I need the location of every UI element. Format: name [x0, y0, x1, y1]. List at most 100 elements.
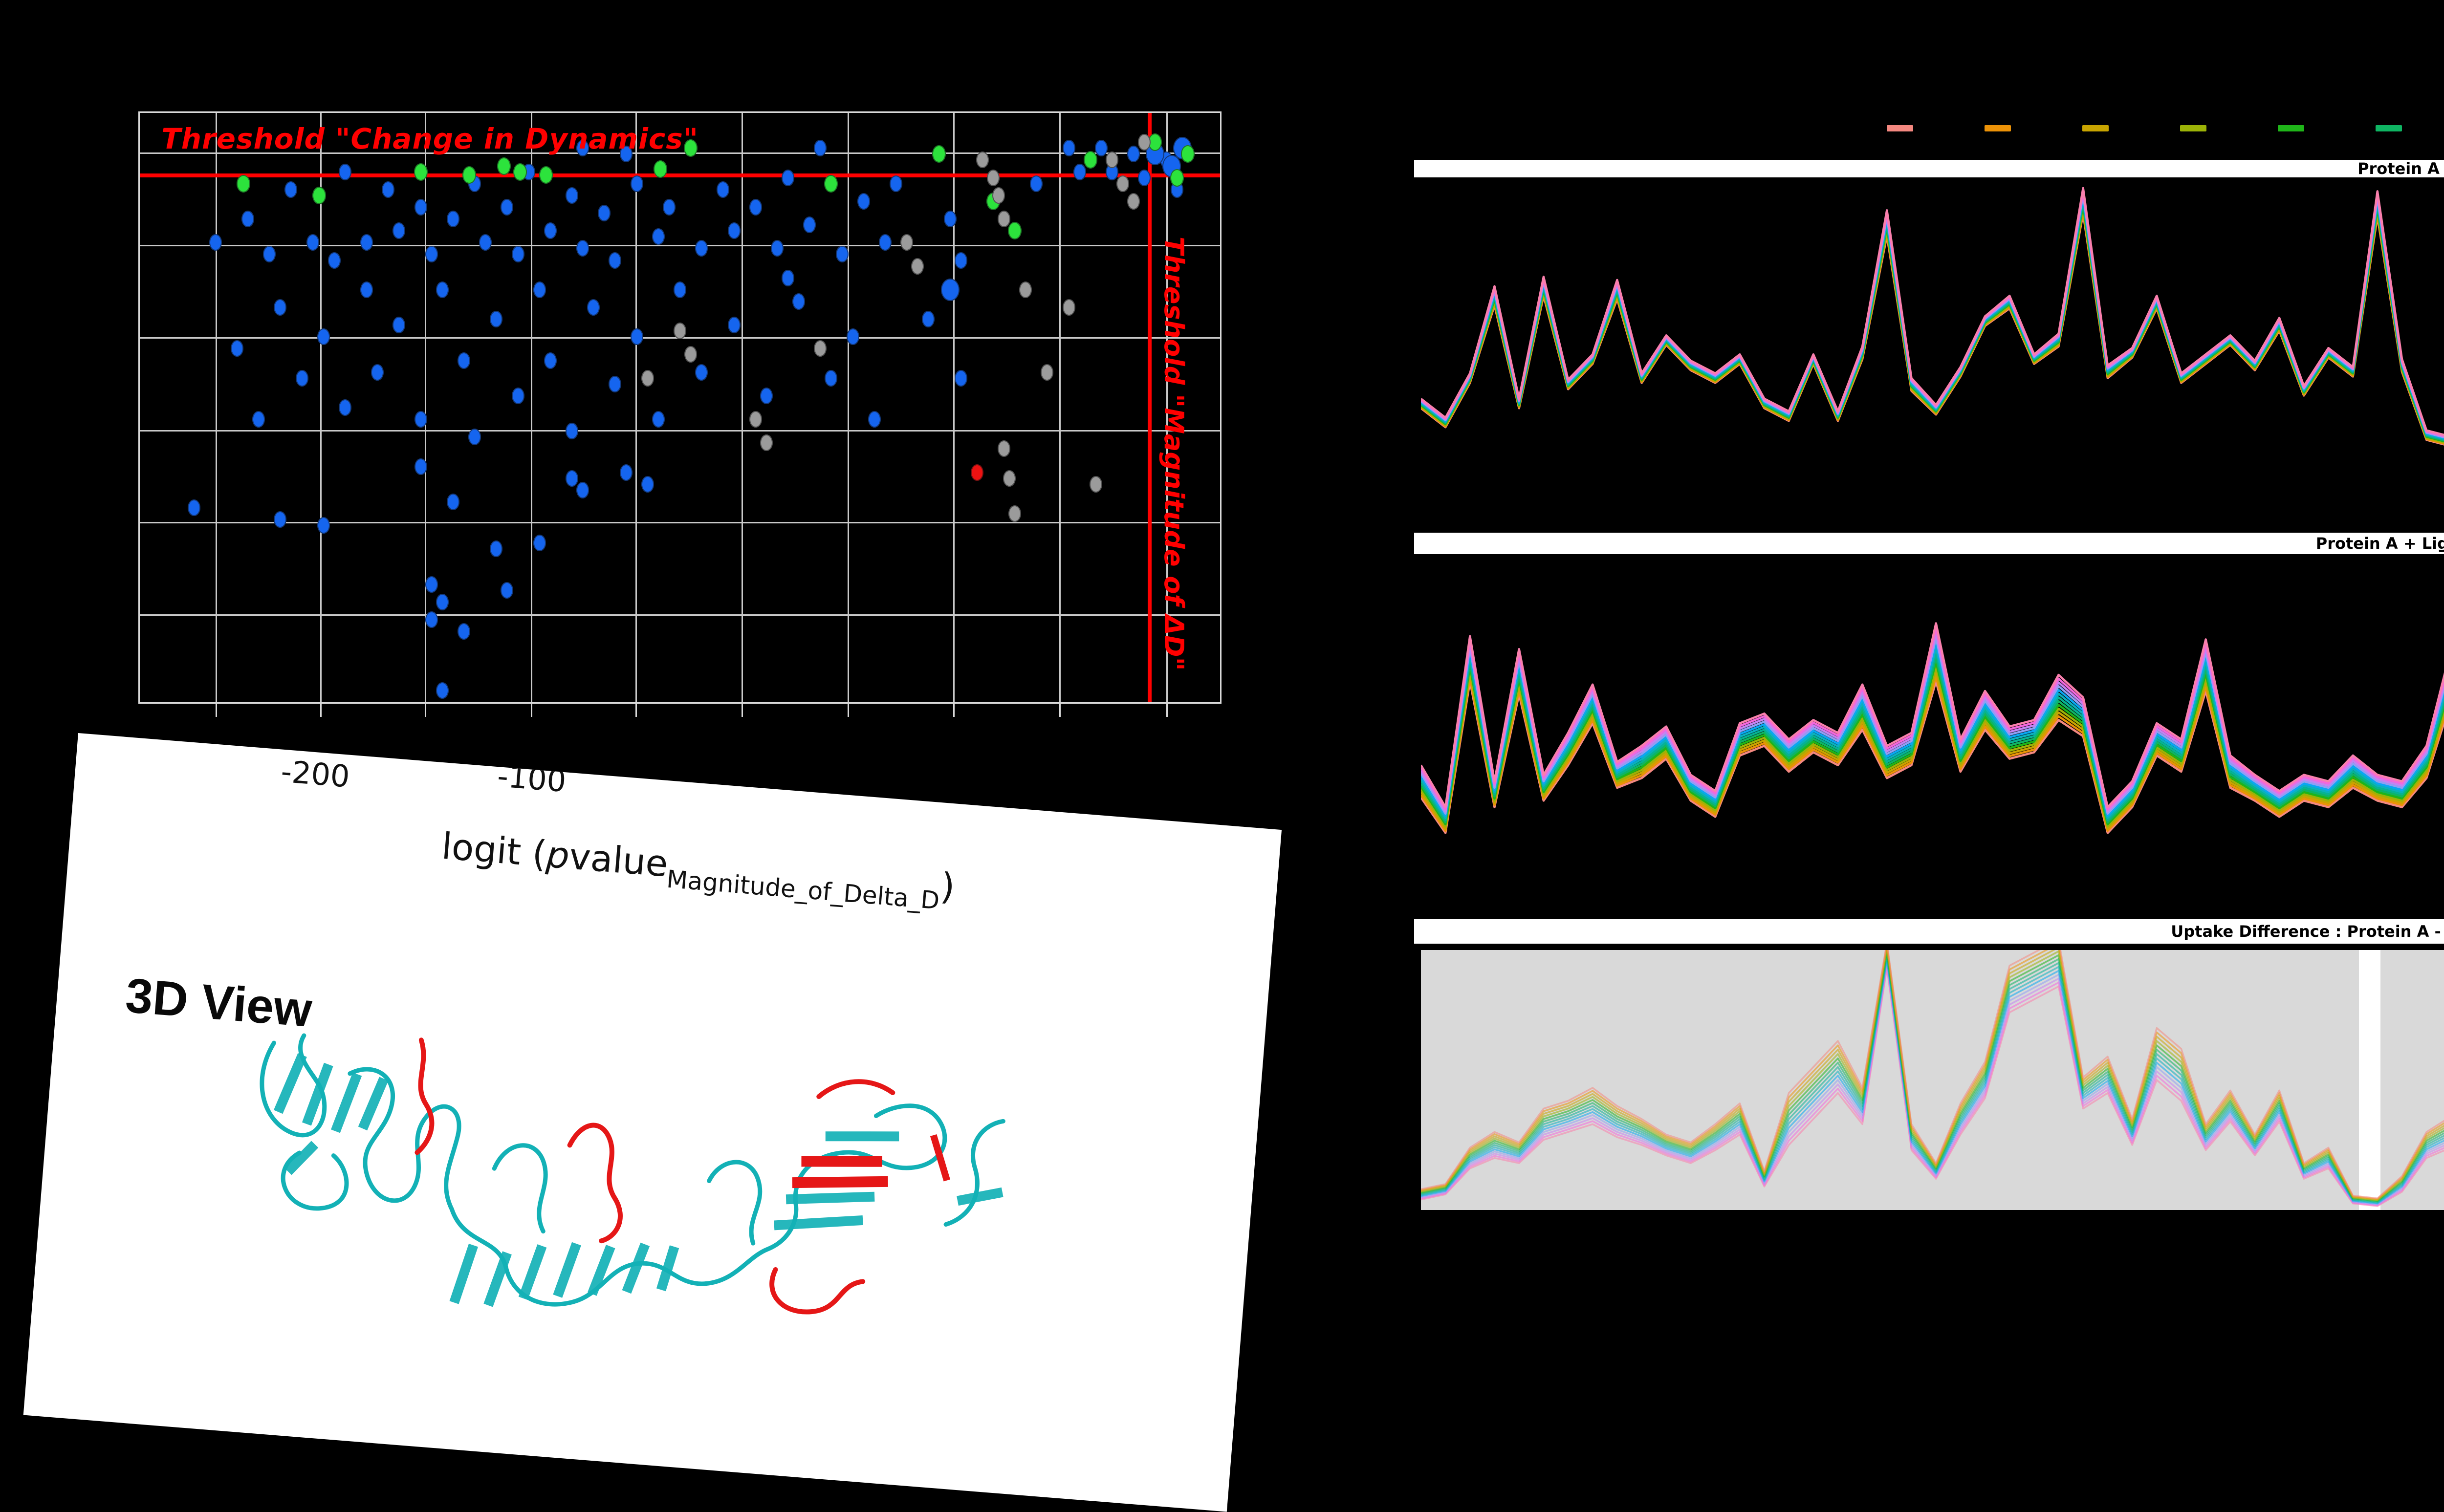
peptide-point-peptides_gray[interactable]: [760, 434, 773, 452]
peptide-point-peptides_blue[interactable]: [252, 411, 265, 428]
peptide-point-peptides_gray[interactable]: [900, 234, 914, 251]
peptide-point-peptides_gray[interactable]: [684, 346, 698, 363]
peptide-point-peptides_green[interactable]: [539, 166, 553, 184]
peptide-point-peptides_blue[interactable]: [274, 299, 287, 316]
uptake-chart-protein-a[interactable]: [1421, 182, 2444, 498]
peptide-point-peptides_blue[interactable]: [641, 475, 654, 493]
peptide-point-peptides_blue[interactable]: [436, 682, 449, 699]
peptide-point-peptides_blue[interactable]: [922, 311, 935, 328]
peptide-point-peptides_green[interactable]: [824, 174, 838, 193]
peptide-point-peptides_blue[interactable]: [458, 623, 470, 640]
peptide-point-peptides_blue[interactable]: [209, 234, 222, 251]
peptide-point-peptides_blue[interactable]: [652, 228, 665, 245]
legend-dash-timepoint-2[interactable]: [1985, 125, 2011, 131]
peptide-point-peptides_gray[interactable]: [674, 323, 686, 340]
peptide-point-peptides_gray[interactable]: [1003, 470, 1016, 487]
peptide-point-peptides_blue[interactable]: [533, 281, 546, 298]
peptide-point-peptides_gray[interactable]: [814, 340, 827, 357]
peptide-point-peptides_gray[interactable]: [1008, 505, 1022, 522]
peptide-point-peptides_blue[interactable]: [533, 535, 546, 552]
peptide-point-peptides_green[interactable]: [414, 163, 428, 181]
peptide-point-peptides_green[interactable]: [932, 145, 946, 163]
peptide-point-peptides_blue[interactable]: [382, 181, 395, 198]
peptide-point-peptides_blue[interactable]: [566, 187, 578, 204]
peptide-point-peptides_blue[interactable]: [338, 163, 351, 180]
peptide-point-peptides_green[interactable]: [312, 186, 326, 204]
peptide-point-peptides_blue[interactable]: [576, 481, 589, 498]
peptide-point-peptides_blue[interactable]: [1127, 146, 1140, 163]
peptide-point-peptides_red[interactable]: [970, 464, 983, 481]
peptide-point-peptides_blue[interactable]: [695, 364, 708, 381]
peptide-point-peptides_gray[interactable]: [749, 411, 762, 428]
peptide-point-peptides_blue[interactable]: [630, 175, 643, 192]
peptide-point-peptides_gray[interactable]: [986, 169, 1000, 186]
peptide-point-peptides_blue[interactable]: [814, 140, 827, 157]
peptide-point-peptides_blue[interactable]: [338, 399, 351, 416]
peptide-point-peptides_blue[interactable]: [360, 281, 373, 298]
peptide-point-peptides_blue[interactable]: [727, 222, 741, 239]
peptide-point-peptides_gray[interactable]: [1106, 151, 1118, 169]
peptide-point-peptides_blue[interactable]: [782, 269, 794, 286]
peptide-point-peptides_gray[interactable]: [641, 369, 654, 387]
peptide-point-peptides_blue[interactable]: [587, 299, 600, 316]
peptide-point-peptides_gray[interactable]: [1019, 281, 1032, 298]
threshold-line-horizontal[interactable]: [140, 173, 1220, 178]
legend-dash-timepoint-3[interactable]: [2082, 125, 2109, 131]
peptide-point-peptides_blue[interactable]: [446, 211, 459, 228]
peptide-point-peptides_gray[interactable]: [1089, 475, 1102, 493]
peptide-point-peptides_blue[interactable]: [274, 511, 287, 528]
peptide-point-peptides_blue[interactable]: [846, 328, 859, 346]
peptide-point-peptides_blue[interactable]: [501, 582, 514, 599]
peptide-point-peptides_blue[interactable]: [414, 198, 427, 216]
peptide-point-peptides_blue[interactable]: [327, 252, 341, 269]
peptide-point-peptides_blue[interactable]: [954, 369, 967, 387]
peptide-point-peptides_blue[interactable]: [609, 375, 622, 392]
protein-ribbon-structure[interactable]: [219, 1021, 1099, 1367]
peptide-point-peptides_blue[interactable]: [479, 234, 492, 251]
peptide-point-peptides_blue[interactable]: [284, 181, 298, 198]
peptide-point-peptides_blue[interactable]: [803, 216, 816, 234]
peptide-point-peptides_blue[interactable]: [425, 611, 438, 628]
peptide-point-peptides_blue[interactable]: [652, 411, 665, 428]
peptide-point-peptides_green[interactable]: [462, 166, 477, 184]
peptide-point-peptides_blue[interactable]: [619, 464, 633, 481]
peptide-point-peptides_blue[interactable]: [425, 576, 438, 593]
uptake-difference-chart-area[interactable]: [1421, 950, 2444, 1210]
uptake-chart-protein-a-ligand[interactable]: [1421, 562, 2444, 885]
3d-view-panel[interactable]: -200 -100 logit (pvalueMagnitude_of_Delt…: [23, 733, 1282, 1512]
peptide-point-peptides_blue[interactable]: [630, 328, 643, 346]
peptide-point-peptides_green[interactable]: [1083, 151, 1097, 169]
legend-dash-timepoint-4[interactable]: [2180, 125, 2206, 131]
peptide-point-peptides_blue[interactable]: [943, 211, 957, 228]
peptide-point-peptides_blue[interactable]: [317, 328, 330, 346]
peptide-point-peptides_blue[interactable]: [187, 499, 200, 517]
peptide-point-peptides_gray[interactable]: [1127, 193, 1140, 210]
peptide-point-peptides_blue[interactable]: [263, 246, 276, 263]
peptide-point-peptides_blue[interactable]: [760, 387, 773, 404]
peptide-point-peptides_blue[interactable]: [1073, 163, 1086, 180]
peptide-point-peptides_blue[interactable]: [360, 234, 373, 251]
peptide-point-peptides_blue[interactable]: [674, 281, 686, 298]
peptide-point-peptides_blue[interactable]: [890, 175, 902, 192]
peptide-point-peptides_gray[interactable]: [1116, 175, 1130, 192]
peptide-point-peptides_blue[interactable]: [619, 146, 633, 163]
peptide-point-peptides_blue[interactable]: [241, 211, 254, 228]
peptide-point-peptides_green[interactable]: [1008, 222, 1022, 240]
peptide-point-peptides_gray[interactable]: [992, 187, 1005, 204]
peptide-point-peptides_blue[interactable]: [749, 198, 762, 216]
peptide-point-peptides_blue[interactable]: [306, 234, 319, 251]
peptide-point-peptides_green[interactable]: [684, 139, 698, 157]
peptide-point-peptides_blue[interactable]: [393, 317, 406, 334]
peptide-point-peptides_gray[interactable]: [998, 440, 1010, 457]
uptake-difference-lines[interactable]: [1421, 950, 2444, 1210]
peptide-point-peptides_blue[interactable]: [544, 352, 557, 369]
peptide-point-peptides_blue[interactable]: [230, 340, 243, 357]
peptide-point-peptides_blue[interactable]: [458, 352, 470, 369]
peptide-point-peptides_blue[interactable]: [598, 205, 611, 222]
legend-dash-timepoint-1[interactable]: [1887, 125, 1913, 131]
peptide-point-peptides_blue[interactable]: [717, 181, 730, 198]
peptide-point-peptides_blue[interactable]: [566, 423, 578, 440]
peptide-point-peptides_gray[interactable]: [1041, 364, 1054, 381]
peptide-point-peptides_blue[interactable]: [835, 246, 849, 263]
peptide-point-peptides_gray[interactable]: [976, 151, 989, 169]
